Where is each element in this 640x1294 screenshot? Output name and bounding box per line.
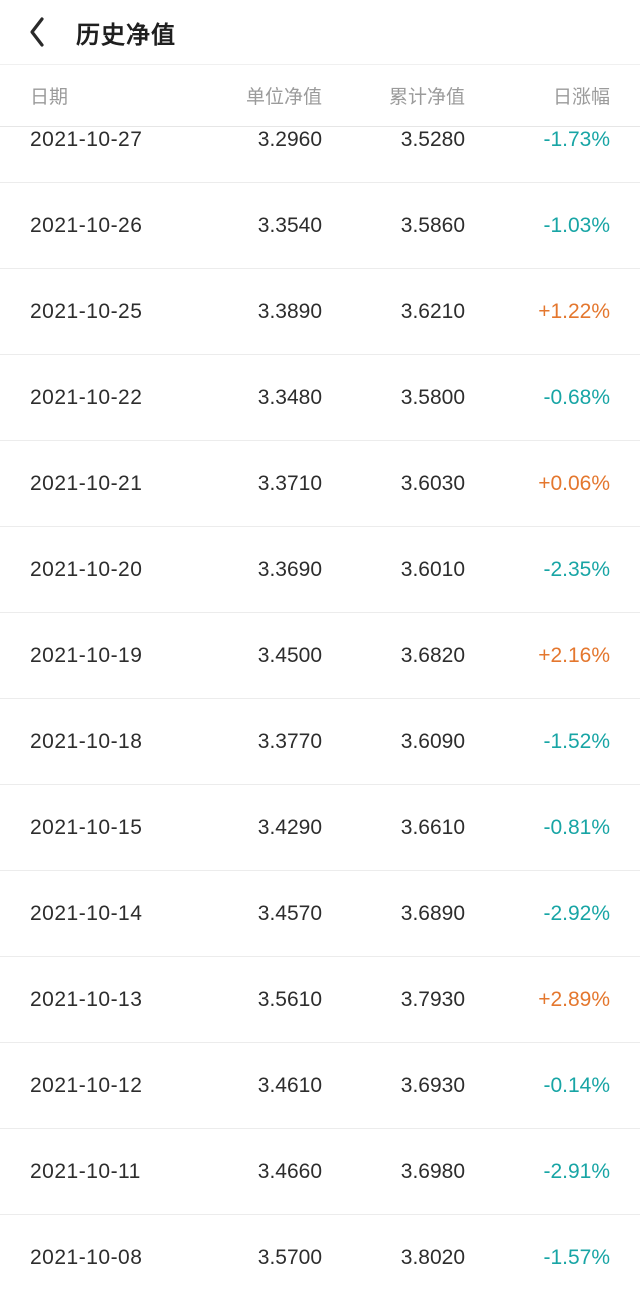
acc-nav-cell: 3.6980 [400, 1159, 465, 1183]
table-row: 2021-10-27 3.2960 3.5280 -1.73% [0, 127, 640, 183]
table-row: 2021-10-19 3.4500 3.6820 +2.16% [0, 613, 640, 699]
unit-nav-cell: 3.3480 [257, 385, 322, 409]
column-header-unit-nav: 单位净值 [245, 87, 322, 108]
date-cell: 2021-10-18 [30, 729, 143, 753]
table-body: 2021-10-27 3.2960 3.5280 -1.73% 2021-10-… [0, 127, 640, 1294]
table-row: 2021-10-25 3.3890 3.6210 +1.22% [0, 269, 640, 355]
date-cell: 2021-10-08 [30, 1245, 143, 1269]
daily-change-cell: +0.06% [538, 471, 610, 495]
daily-change-cell: -0.14% [543, 1073, 610, 1097]
unit-nav-cell: 3.4570 [257, 901, 322, 925]
date-cell: 2021-10-13 [30, 987, 143, 1011]
unit-nav-cell: 3.3770 [257, 729, 322, 753]
table-header: 日期 单位净值 累计净值 日涨幅 [0, 65, 640, 127]
table-row: 2021-10-12 3.4610 3.6930 -0.14% [0, 1043, 640, 1129]
daily-change-cell: -1.52% [543, 729, 610, 753]
app-bar: 历史净值 [0, 0, 640, 65]
acc-nav-cell: 3.6030 [400, 471, 465, 495]
acc-nav-cell: 3.5280 [400, 127, 465, 151]
table-row: 2021-10-21 3.3710 3.6030 +0.06% [0, 441, 640, 527]
date-cell: 2021-10-19 [30, 643, 143, 667]
date-cell: 2021-10-21 [30, 471, 143, 495]
acc-nav-cell: 3.6890 [400, 901, 465, 925]
acc-nav-cell: 3.7930 [400, 987, 465, 1011]
acc-nav-cell: 3.6210 [400, 299, 465, 323]
table-scroll-area[interactable]: 2021-10-27 3.2960 3.5280 -1.73% 2021-10-… [0, 127, 640, 1294]
unit-nav-cell: 3.3690 [257, 557, 322, 581]
table-row: 2021-10-14 3.4570 3.6890 -2.92% [0, 871, 640, 957]
unit-nav-cell: 3.5700 [257, 1245, 322, 1269]
daily-change-cell: -2.91% [543, 1159, 610, 1183]
column-header-date: 日期 [30, 87, 69, 108]
table-row: 2021-10-15 3.4290 3.6610 -0.81% [0, 785, 640, 871]
daily-change-cell: -2.92% [543, 901, 610, 925]
date-cell: 2021-10-27 [30, 127, 143, 151]
daily-change-cell: +2.89% [538, 987, 610, 1011]
daily-change-cell: -1.73% [543, 127, 610, 151]
daily-change-cell: -1.57% [543, 1245, 610, 1269]
table-row: 2021-10-13 3.5610 3.7930 +2.89% [0, 957, 640, 1043]
date-cell: 2021-10-11 [30, 1159, 141, 1183]
table-row: 2021-10-22 3.3480 3.5800 -0.68% [0, 355, 640, 441]
acc-nav-cell: 3.5860 [400, 213, 465, 237]
unit-nav-cell: 3.4610 [257, 1073, 322, 1097]
date-cell: 2021-10-14 [30, 901, 143, 925]
date-cell: 2021-10-15 [30, 815, 143, 839]
table-row: 2021-10-11 3.4660 3.6980 -2.91% [0, 1129, 640, 1215]
acc-nav-cell: 3.6010 [400, 557, 465, 581]
daily-change-cell: -0.81% [543, 815, 610, 839]
column-header-daily-change: 日涨幅 [552, 87, 610, 108]
date-cell: 2021-10-22 [30, 385, 143, 409]
unit-nav-cell: 3.2960 [257, 127, 322, 151]
table-row: 2021-10-26 3.3540 3.5860 -1.03% [0, 183, 640, 269]
acc-nav-cell: 3.8020 [400, 1245, 465, 1269]
date-cell: 2021-10-12 [30, 1073, 143, 1097]
acc-nav-cell: 3.6820 [400, 643, 465, 667]
acc-nav-cell: 3.6930 [400, 1073, 465, 1097]
acc-nav-cell: 3.6610 [400, 815, 465, 839]
daily-change-cell: +2.16% [538, 643, 610, 667]
daily-change-cell: +1.22% [538, 299, 610, 323]
unit-nav-cell: 3.4660 [257, 1159, 322, 1183]
acc-nav-cell: 3.5800 [400, 385, 465, 409]
daily-change-cell: -2.35% [543, 557, 610, 581]
daily-change-cell: -1.03% [543, 213, 610, 237]
table-row: 2021-10-20 3.3690 3.6010 -2.35% [0, 527, 640, 613]
table-row: 2021-10-08 3.5700 3.8020 -1.57% [0, 1215, 640, 1294]
unit-nav-cell: 3.4290 [257, 815, 322, 839]
date-cell: 2021-10-26 [30, 213, 143, 237]
date-cell: 2021-10-25 [30, 299, 143, 323]
daily-change-cell: -0.68% [543, 385, 610, 409]
unit-nav-cell: 3.3890 [257, 299, 322, 323]
back-button[interactable] [28, 12, 64, 52]
unit-nav-cell: 3.3540 [257, 213, 322, 237]
column-header-acc-nav: 累计净值 [388, 87, 465, 108]
date-cell: 2021-10-20 [30, 557, 143, 581]
table-row: 2021-10-18 3.3770 3.6090 -1.52% [0, 699, 640, 785]
page-title: 历史净值 [76, 21, 176, 49]
unit-nav-cell: 3.4500 [257, 643, 322, 667]
chevron-left-icon [28, 16, 46, 48]
unit-nav-cell: 3.5610 [257, 987, 322, 1011]
unit-nav-cell: 3.3710 [257, 471, 322, 495]
acc-nav-cell: 3.6090 [400, 729, 465, 753]
